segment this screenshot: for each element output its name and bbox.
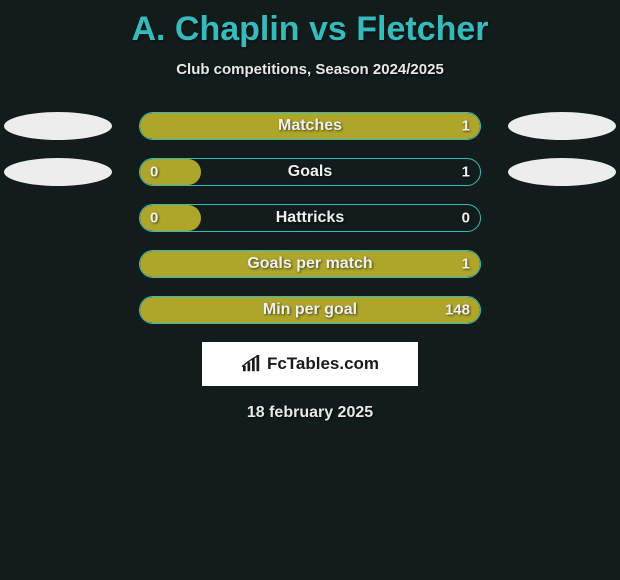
stat-label: Matches <box>140 117 480 135</box>
logo-text: FcTables.com <box>267 354 379 374</box>
chart-icon <box>241 355 263 373</box>
stat-row: Min per goal148 <box>0 296 620 324</box>
subtitle: Club competitions, Season 2024/2025 <box>0 61 620 78</box>
stat-value-right: 1 <box>462 118 470 135</box>
stat-value-left: 0 <box>150 164 158 181</box>
stat-value-right: 1 <box>462 164 470 181</box>
player-ellipse-left <box>4 158 112 186</box>
player-ellipse-left <box>4 112 112 140</box>
stat-row: Goals per match1 <box>0 250 620 278</box>
bar-track: Min per goal148 <box>139 296 481 324</box>
stat-row: Hattricks0 0 <box>0 204 620 232</box>
date: 18 february 2025 <box>0 404 620 422</box>
stat-label: Hattricks <box>140 209 480 227</box>
page-title: A. Chaplin vs Fletcher <box>0 0 620 49</box>
stat-label: Goals per match <box>140 255 480 273</box>
stat-row: Goals0 1 <box>0 158 620 186</box>
bar-track: Matches1 <box>139 112 481 140</box>
stat-value-right: 0 <box>462 210 470 227</box>
bar-track: Hattricks0 0 <box>139 204 481 232</box>
stat-row: Matches1 <box>0 112 620 140</box>
bar-track: Goals per match1 <box>139 250 481 278</box>
player-ellipse-right <box>508 112 616 140</box>
stat-value-left: 0 <box>150 210 158 227</box>
comparison-chart: Matches1Goals01Hattricks00Goals per matc… <box>0 112 620 324</box>
stat-value-right: 1 <box>462 256 470 273</box>
bar-track: Goals0 1 <box>139 158 481 186</box>
stat-value-right: 148 <box>445 302 470 319</box>
stat-label: Min per goal <box>140 301 480 319</box>
logo: FcTables.com <box>241 354 379 374</box>
player-ellipse-right <box>508 158 616 186</box>
stat-label: Goals <box>140 163 480 181</box>
logo-box: FcTables.com <box>202 342 418 386</box>
